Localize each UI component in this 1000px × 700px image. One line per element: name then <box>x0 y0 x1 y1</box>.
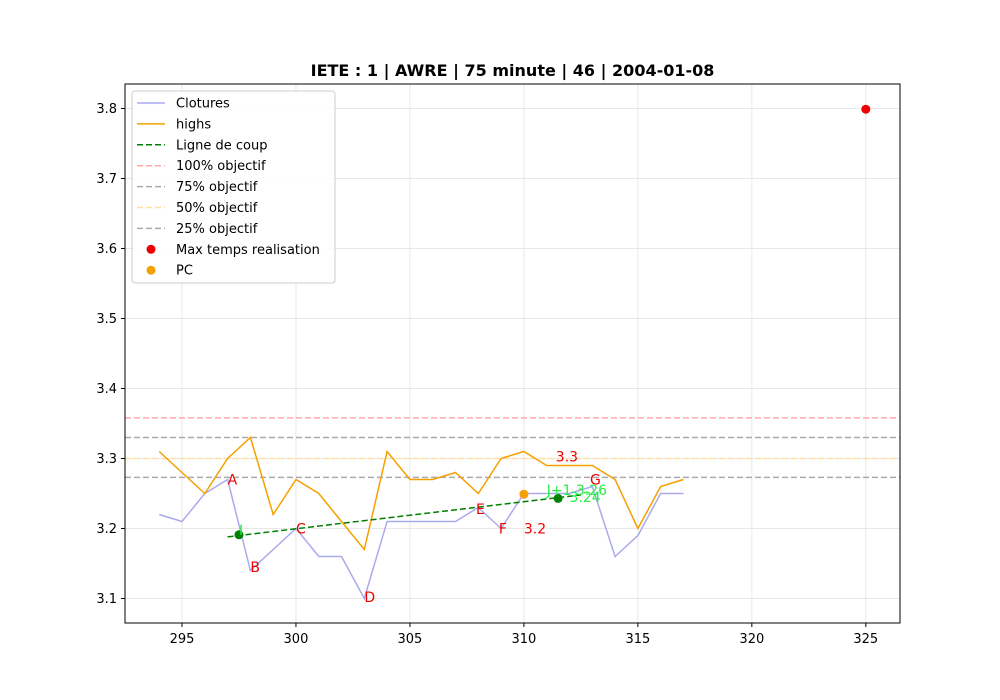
series-line <box>158 436 684 552</box>
objective-lines <box>125 417 900 479</box>
plot-frame <box>124 83 901 624</box>
y-tick-label: 3.8 <box>96 102 117 117</box>
x-tick-label: 315 <box>625 632 650 647</box>
chart-title: IETE : 1 | AWRE | 75 minute | 46 | 2004-… <box>311 61 715 81</box>
y-tick-label: 3.6 <box>96 242 117 257</box>
x-tick-label: 305 <box>398 632 423 647</box>
legend-label: PC <box>176 264 193 279</box>
grid <box>125 84 900 623</box>
x-tick-label: 300 <box>284 632 309 647</box>
y-tick-label: 3.2 <box>96 522 117 537</box>
point-annotation: I <box>239 523 243 539</box>
point-annotation: B <box>250 560 260 576</box>
annotations: A B C D EF G 3.3 3.2 I J+1 3.263.24 <box>228 449 608 606</box>
x-tick-label: 320 <box>739 632 764 647</box>
legend-label: Clotures <box>176 97 230 112</box>
line-endpoint-marker <box>234 530 244 540</box>
legend-swatch <box>146 265 156 275</box>
legend-label: Ligne de coup <box>176 138 267 153</box>
legend: Clotures highs Ligne de coup 100% objectif 7… <box>131 90 336 284</box>
point-annotation: A <box>228 473 238 489</box>
legend-box <box>131 90 336 284</box>
point-annotation: G <box>590 473 601 489</box>
legend-label: 50% objectif <box>176 201 258 216</box>
axes: 295 300 305 310 315 320 325 3.1 3.2 3.3 3.4 3.5 3.6 3… <box>96 102 878 647</box>
point-annotation: J+1 3.26 <box>546 483 607 499</box>
legend-label: Max temps realisation <box>176 243 320 258</box>
y-tick-label: 3.1 <box>96 592 117 607</box>
point-annotation: F <box>499 522 507 538</box>
x-tick-label: 325 <box>853 632 878 647</box>
y-tick-label: 3.4 <box>96 382 117 397</box>
scatter-point <box>861 104 871 114</box>
scatter-point <box>519 489 529 499</box>
point-annotation: C <box>296 522 306 538</box>
point-annotation: 3.3 <box>556 449 578 465</box>
x-tick-label: 310 <box>511 632 536 647</box>
legend-label: highs <box>176 117 211 132</box>
x-tick-label: 295 <box>170 632 195 647</box>
legend-swatch <box>146 244 156 254</box>
legend-label: 25% objectif <box>176 222 258 237</box>
series-line <box>227 494 581 538</box>
line-endpoint-marker <box>553 493 563 503</box>
legend-label: 100% objectif <box>176 159 266 174</box>
legend-label: 75% objectif <box>176 180 258 195</box>
point-annotation: 3.2 <box>524 522 546 538</box>
point-annotation: 3.24 <box>569 490 600 506</box>
markers <box>234 493 563 540</box>
series <box>158 104 871 601</box>
y-tick-label: 3.5 <box>96 312 117 327</box>
y-tick-label: 3.7 <box>96 172 117 187</box>
series-line <box>158 478 684 601</box>
point-annotation: E <box>476 502 485 518</box>
y-tick-label: 3.3 <box>96 452 117 467</box>
point-annotation: D <box>364 590 375 606</box>
